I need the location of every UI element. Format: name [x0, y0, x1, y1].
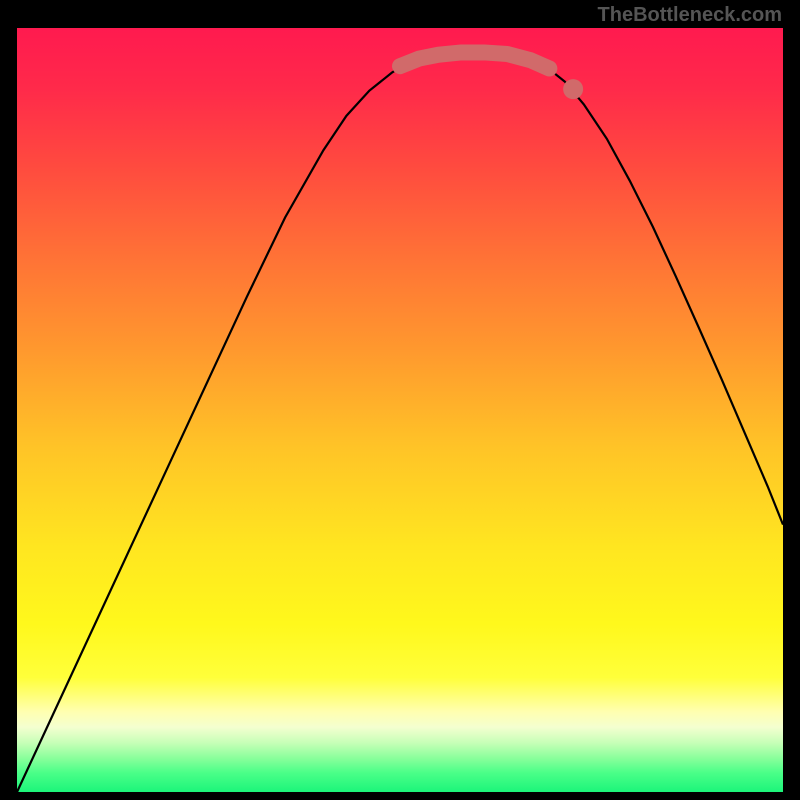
highlight-segment [400, 52, 549, 68]
chart-plot-area [17, 28, 783, 792]
highlight-dot [563, 79, 583, 99]
chart-overlay [17, 28, 783, 792]
bottleneck-curve [17, 52, 783, 792]
watermark-text: TheBottleneck.com [598, 4, 782, 27]
